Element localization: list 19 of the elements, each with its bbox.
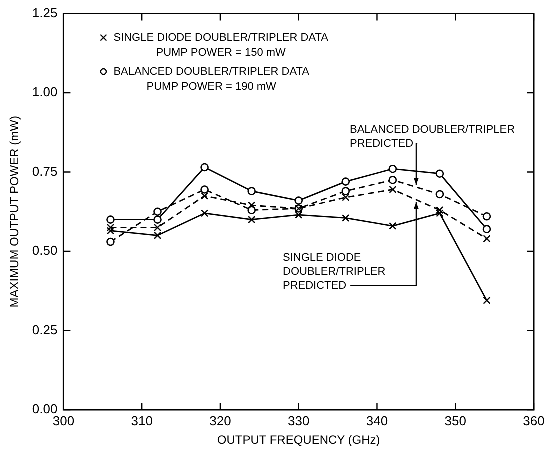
y-tick-label: 1.00: [32, 84, 58, 100]
annotation: SINGLE DIODE DOUBLER/TRIPLER PREDICTED: [283, 252, 386, 292]
x-tick-label: 310: [131, 413, 153, 428]
y-tick-label: 0.50: [32, 243, 58, 258]
y-axis-title: MAXIMUM OUTPUT POWER (mW): [8, 116, 22, 308]
y-tick-label: 1.25: [32, 5, 58, 20]
x-tick-label: 330: [288, 413, 310, 428]
y-tick-label: 0.25: [32, 322, 58, 338]
x-axis-title: OUTPUT FREQUENCY (GHz): [217, 433, 380, 448]
legend-label: SINGLE DIODE DOUBLER/TRIPLER DATA: [114, 32, 330, 44]
x-tick-label: 360: [523, 413, 545, 428]
x-tick-label: 340: [366, 413, 388, 428]
legend-label: BALANCED DOUBLER/TRIPLER DATA: [114, 66, 310, 78]
annotation: BALANCED DOUBLER/TRIPLER PREDICTED: [350, 124, 516, 150]
x-tick-label: 320: [210, 413, 232, 428]
annotation: PUMP POWER = 190 mW: [146, 80, 278, 93]
y-tick-label: 0.75: [32, 164, 58, 179]
annotation: PUMP POWER = 150 mW: [156, 46, 287, 59]
x-tick-label: 350: [444, 413, 466, 428]
